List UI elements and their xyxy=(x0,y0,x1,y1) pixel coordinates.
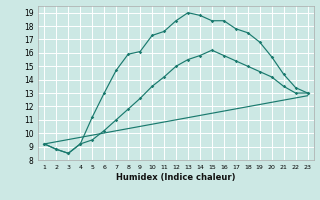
X-axis label: Humidex (Indice chaleur): Humidex (Indice chaleur) xyxy=(116,173,236,182)
